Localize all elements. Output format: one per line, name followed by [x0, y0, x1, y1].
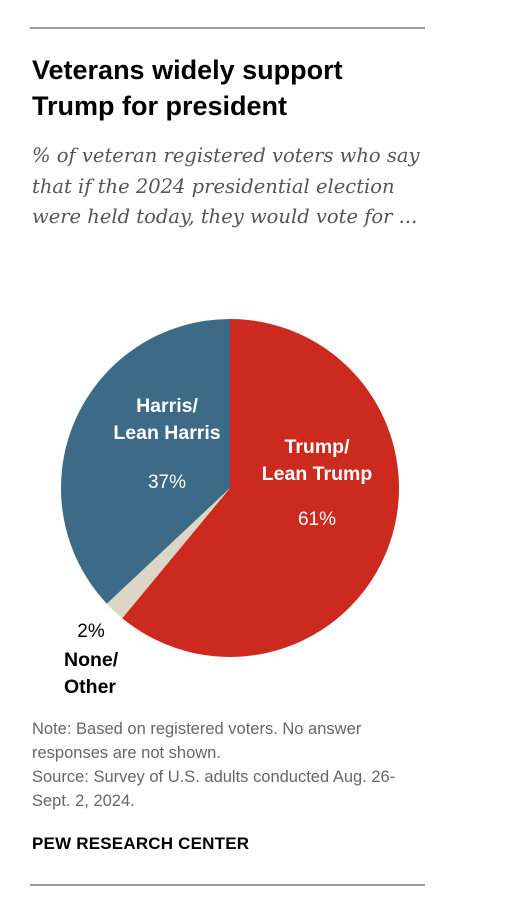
- pie-chart: Trump/Lean Trump 61% None/Other 2% Harris/Le…: [60, 319, 400, 698]
- slice-value-none-other: 2%: [77, 621, 105, 642]
- chart-notes: Note: Based on registered voters. No ans…: [32, 717, 432, 813]
- slice-label-trump: Trump/Lean Trump: [262, 436, 373, 485]
- source-text: Source: Survey of U.S. adults conducted …: [32, 768, 396, 810]
- pie-slice-harris: [60, 319, 230, 604]
- bottom-rule: [30, 884, 425, 886]
- slice-label-none-other: None/Other: [64, 649, 119, 698]
- pie-slice-trump: [122, 319, 400, 657]
- slice-value-harris: 37%: [148, 472, 186, 493]
- pie-slice-none-other: [106, 488, 230, 619]
- slice-label-harris: Harris/Lean Harris: [113, 395, 220, 444]
- slice-value-trump: 61%: [298, 509, 336, 530]
- brand-label: PEW RESEARCH CENTER: [32, 834, 250, 853]
- chart-title: Veterans widely support Trump for presid…: [32, 55, 343, 121]
- chart-subtitle: % of veteran registered voters who say t…: [32, 144, 420, 228]
- top-rule: [30, 27, 425, 29]
- note-text: Note: Based on registered voters. No ans…: [32, 720, 362, 762]
